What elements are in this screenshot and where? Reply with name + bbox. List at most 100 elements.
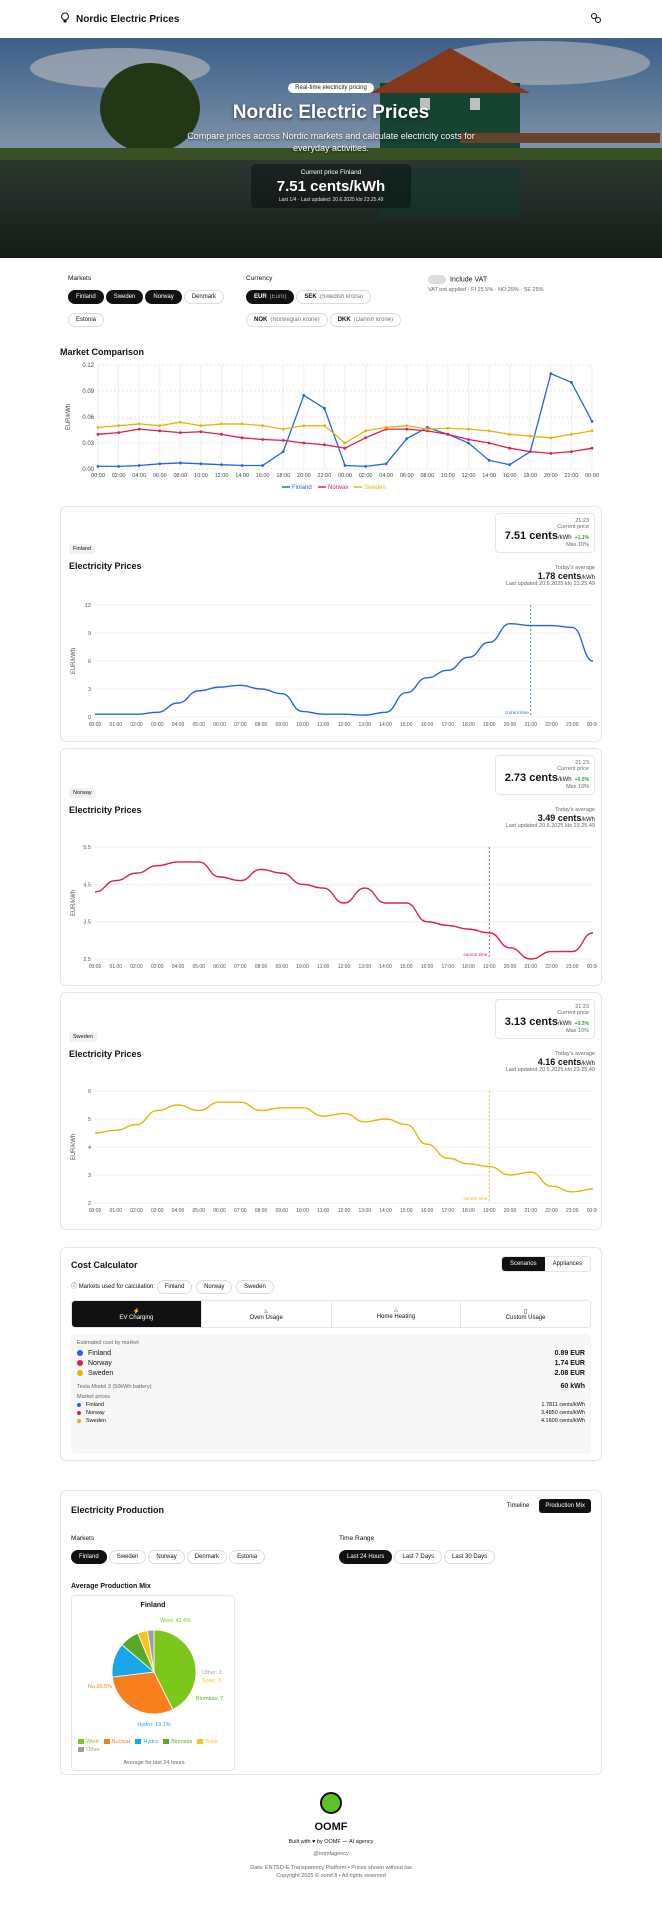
- x-tick-label: 16:00: [256, 473, 270, 479]
- current-label: Current price: [557, 524, 589, 530]
- x-tick-label: 05:00: [192, 964, 205, 970]
- scenario-home-heating[interactable]: ⌂ Home Heating: [332, 1301, 462, 1327]
- x-tick-label: 18:00: [276, 473, 290, 479]
- currency-name: (Euro): [269, 294, 287, 300]
- currency-chip-sek[interactable]: SEK (Swedish krona): [296, 290, 372, 304]
- y-tick-label: 4: [88, 1145, 91, 1151]
- current-value: 2.73 cents: [504, 772, 558, 784]
- legend-label[interactable]: Finland: [292, 485, 312, 489]
- average-box: Today's average 3.49 cents/kWh Last upda…: [475, 807, 595, 829]
- cost-row: Sweden 2.08 EUR: [77, 1370, 585, 1377]
- currency-chip-eur[interactable]: EUR (Euro): [246, 290, 295, 304]
- made-by[interactable]: Built with ♥ by OOMF — AI agency: [288, 1839, 374, 1845]
- range-chip[interactable]: Last 7 Days: [394, 1550, 443, 1564]
- tab-appliances[interactable]: Appliances: [552, 1261, 582, 1267]
- data-point: [343, 446, 347, 450]
- x-tick-label: 00:00: [587, 722, 597, 728]
- market-chip-denmark[interactable]: Denmark: [183, 290, 225, 304]
- x-tick-label: 00:00: [89, 964, 102, 970]
- data-point: [199, 430, 203, 434]
- market-chip-estonia[interactable]: Estonia: [68, 313, 105, 327]
- scenario-oven-usage[interactable]: ♨ Oven Usage: [202, 1301, 332, 1327]
- x-tick-label: 07:00: [234, 1208, 247, 1214]
- production-market-estonia[interactable]: Estonia: [229, 1550, 266, 1564]
- data-point: [117, 431, 120, 434]
- pie-legend-item[interactable]: Nuclear: [103, 1738, 130, 1746]
- market-chip-finland[interactable]: Finland: [68, 290, 104, 304]
- data-point: [384, 462, 388, 466]
- avg-value: 4.16 cents: [537, 1057, 582, 1067]
- country-tag: Finland: [69, 544, 96, 554]
- app-title: Nordic Electric Prices: [76, 13, 180, 25]
- footer-note-1: Data: ENTSO-E Transparency Platform • Pr…: [250, 1865, 412, 1871]
- settings-icon[interactable]: [590, 12, 602, 27]
- legend-label: Hydro: [143, 1739, 159, 1745]
- data-point: [570, 380, 573, 384]
- market-price-value: 1.7811 cents/kWh: [541, 1402, 585, 1408]
- x-tick-label: 02:00: [130, 722, 143, 728]
- currency-filter: Currency EUR (Euro) SEK (Swedish krona)NOK(…: [246, 275, 406, 331]
- pie-slice-nuclear[interactable]: [111, 1671, 174, 1715]
- data-point: [467, 438, 470, 441]
- production-market-sweden[interactable]: Sweden: [108, 1550, 147, 1564]
- finland-chart: 0 3 6 9 12 00:00 01:00 02:00 03:00 04:00 05:00 06:0…: [71, 603, 597, 728]
- legend-swatch: [135, 1739, 142, 1745]
- range-chip[interactable]: Last 24 Hours: [339, 1550, 393, 1564]
- market-chip-norway[interactable]: Norway: [145, 290, 182, 304]
- data-point: [137, 464, 141, 467]
- production-market-norway[interactable]: Norway: [148, 1550, 185, 1564]
- scenario-ev-charging[interactable]: ⚡ EV Charging: [72, 1301, 202, 1327]
- pie-legend-item[interactable]: Biomass: [163, 1738, 192, 1746]
- y-tick-label: 5.5: [83, 845, 91, 851]
- scenario-label: EV Charging: [119, 1315, 154, 1321]
- mix-title: Average Production Mix: [71, 1583, 151, 1590]
- range-label: Max 10%: [566, 784, 589, 790]
- x-tick-label: 07:00: [234, 964, 247, 970]
- current-time-label: current time: [463, 1196, 487, 1201]
- card-title: Electricity Prices: [69, 561, 142, 571]
- tab-timeline[interactable]: Timeline: [506, 1503, 530, 1509]
- series-line-norway: [94, 861, 594, 960]
- market-price-market: Sweden: [77, 1418, 106, 1424]
- x-tick-label: 03:00: [151, 1208, 164, 1214]
- x-tick-label: 22:00: [565, 473, 579, 479]
- currency-chip-nok[interactable]: NOK (Norwegian krone): [246, 313, 328, 327]
- lightbulb-icon: [60, 12, 70, 27]
- brand-name: OOMF: [314, 1821, 348, 1833]
- data-point: [323, 443, 326, 447]
- finland-price-card: Finland Electricity Prices 21:23 Current…: [60, 506, 602, 742]
- legend-label[interactable]: Sweden: [364, 485, 386, 489]
- pie-slice-other[interactable]: [146, 1629, 155, 1673]
- x-tick-label: 20:00: [544, 473, 558, 479]
- pie-legend-item[interactable]: Solar: [197, 1738, 218, 1746]
- range-chip[interactable]: Last 30 Days: [444, 1550, 496, 1564]
- time-label: 21:23: [575, 760, 589, 766]
- x-tick-label: 12:00: [215, 473, 229, 479]
- market-chip-sweden[interactable]: Sweden: [105, 290, 144, 304]
- currency-chip-dkk[interactable]: DKK (Danish krone): [329, 313, 402, 327]
- data-point: [487, 429, 491, 433]
- pie-legend-item[interactable]: Other: [78, 1746, 100, 1754]
- legend-label[interactable]: Norway: [328, 485, 348, 489]
- market-dot-icon: [77, 1350, 83, 1357]
- tab-production-mix[interactable]: Production Mix: [539, 1499, 591, 1513]
- pie-legend-item[interactable]: Wind: [78, 1738, 99, 1746]
- production-range: Time Range Last 24 Hours Last 7 Days Last …: [339, 1535, 497, 1568]
- production-market-denmark[interactable]: Denmark: [186, 1550, 228, 1564]
- comparison-chart: 0.00 0.03 0.06 0.09 0.12 00:00 02:00 04:00 06:00…: [66, 363, 599, 489]
- app-logo[interactable]: Nordic Electric Prices: [60, 12, 179, 27]
- vat-toggle[interactable]: [428, 275, 446, 284]
- production-market-finland[interactable]: Finland: [71, 1550, 107, 1564]
- y-tick-label: 4.5: [83, 882, 91, 888]
- x-tick-label: 02:00: [112, 473, 126, 479]
- brand-handle[interactable]: @oomfagency: [313, 1851, 349, 1857]
- pie-slice-wind[interactable]: [153, 1629, 197, 1711]
- tab-scenarios[interactable]: Scenarios: [501, 1257, 545, 1271]
- x-tick-label: 16:00: [503, 473, 517, 479]
- scenario-custom-usage[interactable]: ▯ Custom Usage: [461, 1301, 590, 1327]
- x-tick-label: 19:00: [483, 964, 496, 970]
- data-point: [528, 434, 532, 438]
- data-point: [405, 427, 409, 431]
- pie-legend-item[interactable]: Hydro: [135, 1738, 158, 1746]
- pie-title: Finland: [140, 1602, 166, 1609]
